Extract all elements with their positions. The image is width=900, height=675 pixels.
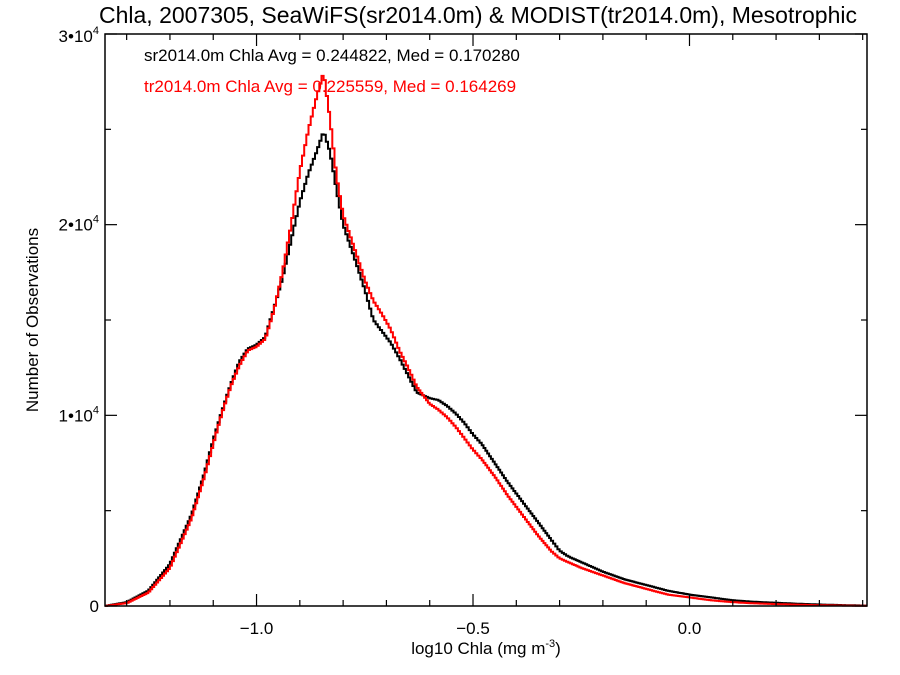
x-axis-label-main: log10 Chla (mg m xyxy=(411,639,545,658)
x-tick-labels: −1.0 −0.5 0.0 xyxy=(240,619,702,638)
x-axis-label-sup: -3 xyxy=(545,638,555,650)
series-layer xyxy=(105,74,867,607)
x-tick-label: 0.0 xyxy=(678,619,702,638)
x-axis-label-close: ) xyxy=(555,639,561,658)
ticks-layer xyxy=(105,33,867,607)
y-tick-label: 2•104 xyxy=(59,214,99,235)
y-tick-label: 0 xyxy=(90,597,99,616)
y-tick-label: 1•104 xyxy=(59,404,99,425)
x-tick-label: −0.5 xyxy=(456,619,490,638)
plot-frame xyxy=(104,33,868,607)
series-line-1 xyxy=(105,74,867,607)
chart-title: Chla, 2007305, SeaWiFS(sr2014.0m) & MODI… xyxy=(99,2,857,28)
x-axis-label: log10 Chla (mg m-3) xyxy=(411,638,561,658)
annotation-tr2014: tr2014.0m Chla Avg = 0.225559, Med = 0.1… xyxy=(144,77,516,96)
y-axis-label: Number of Observations xyxy=(23,228,42,412)
x-tick-label: −1.0 xyxy=(240,619,274,638)
y-tick-labels: 0 1•104 2•104 3•104 xyxy=(59,25,99,616)
series-line-0 xyxy=(105,133,867,607)
annotation-sr2014: sr2014.0m Chla Avg = 0.244822, Med = 0.1… xyxy=(144,46,520,65)
y-tick-label: 3•104 xyxy=(59,25,99,46)
